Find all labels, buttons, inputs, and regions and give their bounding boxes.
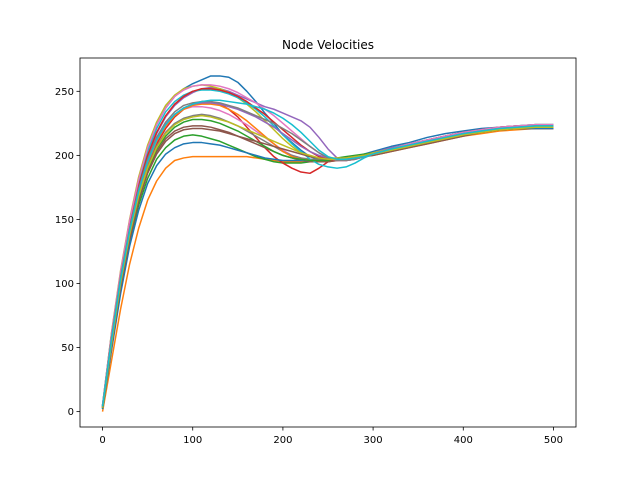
y-tick-label: 100	[55, 279, 74, 290]
y-tick-label: 200	[55, 151, 74, 162]
y-tick-label: 0	[68, 407, 74, 418]
x-tick-label: 100	[183, 435, 202, 446]
series-line-17	[101, 84, 554, 406]
series-line-19	[101, 114, 554, 408]
y-tick-label: 150	[55, 215, 74, 226]
series-line-20	[101, 99, 554, 407]
x-tick-label: 400	[454, 435, 473, 446]
x-tick-label: 200	[273, 435, 292, 446]
series-layer	[101, 75, 554, 412]
chart-title: Node Velocities	[282, 38, 374, 52]
y-tick-label: 250	[55, 87, 74, 98]
x-tick-label: 300	[364, 435, 383, 446]
x-tick-label: 0	[99, 435, 105, 446]
plot-frame	[79, 57, 577, 428]
tick-layer: 0 100 200 300 400 500 0 50 100 150 200 250	[55, 87, 563, 446]
y-tick-label: 50	[61, 343, 74, 354]
x-tick-label: 500	[544, 435, 563, 446]
